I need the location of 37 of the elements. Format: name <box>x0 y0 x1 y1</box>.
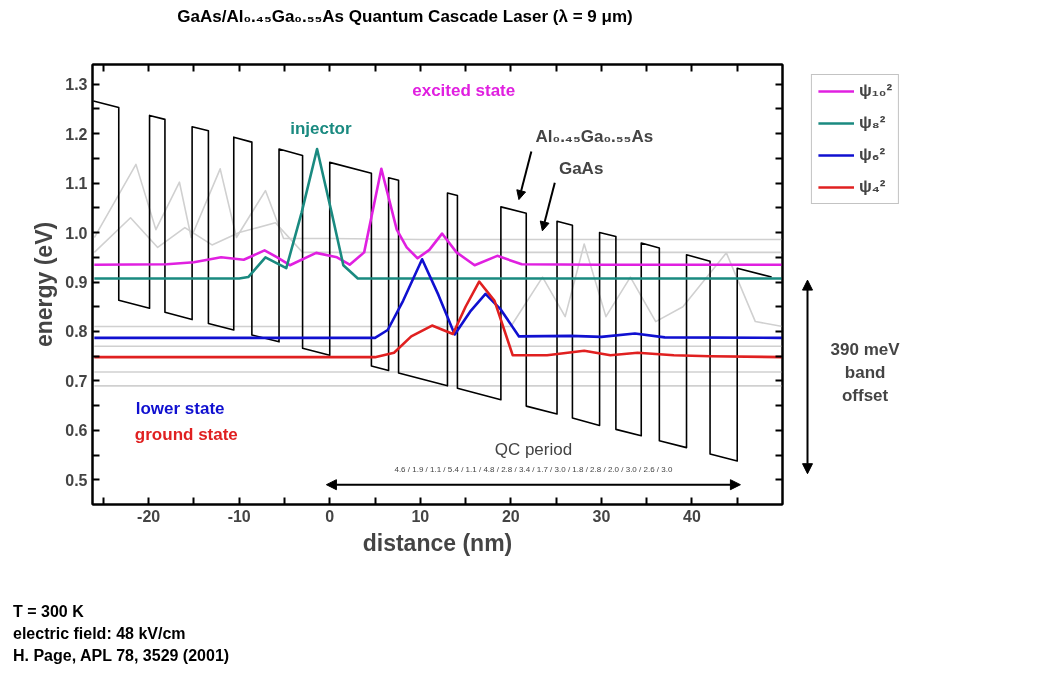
annotation: Al₀.₄₅Ga₀.₅₅As <box>535 127 654 147</box>
annotation: injector <box>290 119 352 139</box>
x-tick-label: -10 <box>227 507 251 525</box>
y-tick-label: 1.2 <box>65 125 88 143</box>
y-tick-label: 0.7 <box>65 372 88 390</box>
x-axis-title: distance (nm) <box>362 529 513 556</box>
annotation: lower state <box>135 398 225 418</box>
annotation: 4.6 / 1.9 / 1.1 / 5.4 / 1.1 / 4.8 / 2.8 / 3.4 / 1.7 / 3.0 / 1.8 / 2.8 / 2.0 / 3.0 / 2.6 / 3.0 <box>394 464 673 474</box>
x-tick-label: 40 <box>683 507 701 525</box>
line-series <box>93 147 783 280</box>
y-tick-label: 1.0 <box>65 224 88 242</box>
y-tick-label: 0.9 <box>65 274 88 292</box>
x-tick-label: 10 <box>411 507 430 525</box>
x-tick-label: 0 <box>325 507 335 525</box>
legend-label: ψ₆² <box>858 145 886 165</box>
annotation: excited state <box>412 80 516 100</box>
text: electric field: 48 kV/cm <box>13 625 186 642</box>
legend-label: ψ₄² <box>858 177 886 197</box>
y-axis-title: energy (eV) <box>31 221 58 348</box>
annotation: ground state <box>134 425 238 445</box>
y-tick-label: 1.1 <box>65 175 88 193</box>
x-tick-label: 30 <box>592 507 611 525</box>
annotation: QC period <box>494 440 573 459</box>
x-tick-label: -20 <box>137 507 161 525</box>
x-tick-label: 20 <box>501 507 520 525</box>
y-tick-label: 1.3 <box>65 76 88 94</box>
legend-label: ψ₈² <box>858 113 886 133</box>
y-tick-label: 0.8 <box>65 323 88 341</box>
text: T = 300 K <box>13 603 84 620</box>
text: H. Page, APL 78, 3529 (2001) <box>13 647 230 664</box>
line-series <box>93 257 783 340</box>
y-tick-label: 0.6 <box>65 422 88 440</box>
y-tick-label: 0.5 <box>65 471 88 489</box>
annotation: GaAs <box>558 158 604 178</box>
chart-title: GaAs/Al₀.₄₅Ga₀.₅₅As Quantum Cascade Laser (λ = 9 μm) <box>177 6 633 28</box>
legend-label: ψ₁₀² <box>858 81 893 101</box>
text: 390 meV band offset <box>830 340 901 405</box>
